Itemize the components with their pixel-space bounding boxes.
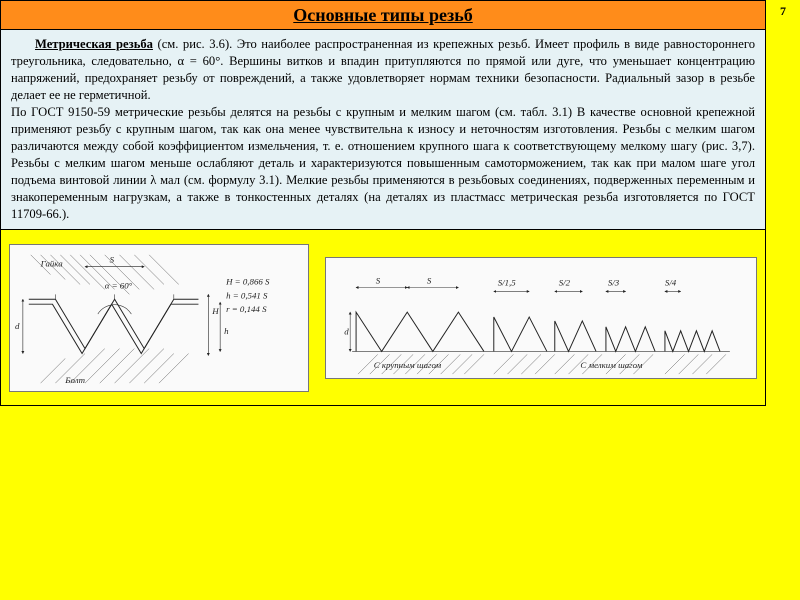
figures-row: α = 60° S Гайка Болт d H h H = 0,866 S h… xyxy=(0,230,766,406)
slide: Основные типы резьб 7 Метрическая резьба… xyxy=(0,0,800,600)
svg-text:S/4: S/4 xyxy=(665,277,677,287)
alpha-label: α = 60° xyxy=(105,280,133,290)
svg-text:S/1,5: S/1,5 xyxy=(498,277,517,287)
formula-h: h = 0,541 S xyxy=(226,290,268,300)
svg-text:h: h xyxy=(224,325,229,335)
svg-text:S: S xyxy=(110,254,115,264)
caption-bolt: Болт xyxy=(64,375,85,385)
body-text: Метрическая резьба (см. рис. 3.6). Это н… xyxy=(0,30,766,230)
formula-H: H = 0,866 S xyxy=(225,276,270,286)
svg-text:S: S xyxy=(376,275,381,285)
svg-text:d: d xyxy=(15,320,20,330)
svg-text:S/2: S/2 xyxy=(559,277,571,287)
lead-term: Метрическая резьба xyxy=(35,37,153,51)
caption-fine: С мелким шагом xyxy=(580,360,642,370)
slide-title: Основные типы резьб xyxy=(0,0,766,30)
svg-text:S: S xyxy=(427,275,432,285)
formula-r: r = 0,144 S xyxy=(226,304,267,314)
figure-pitch-comparison: S S S/1,5 S/2 S/3 S/4 xyxy=(325,257,757,379)
svg-text:S/3: S/3 xyxy=(608,277,620,287)
svg-text:H: H xyxy=(211,306,219,316)
page-number: 7 xyxy=(766,0,800,30)
figure-thread-profile: α = 60° S Гайка Болт d H h H = 0,866 S h… xyxy=(9,244,309,392)
caption-nut: Гайка xyxy=(40,258,64,268)
svg-text:d: d xyxy=(344,326,349,336)
para2: По ГОСТ 9150-59 метрические резьбы делят… xyxy=(11,104,755,223)
header-row: Основные типы резьб 7 xyxy=(0,0,800,30)
caption-coarse: С крупным шагом xyxy=(374,360,442,370)
